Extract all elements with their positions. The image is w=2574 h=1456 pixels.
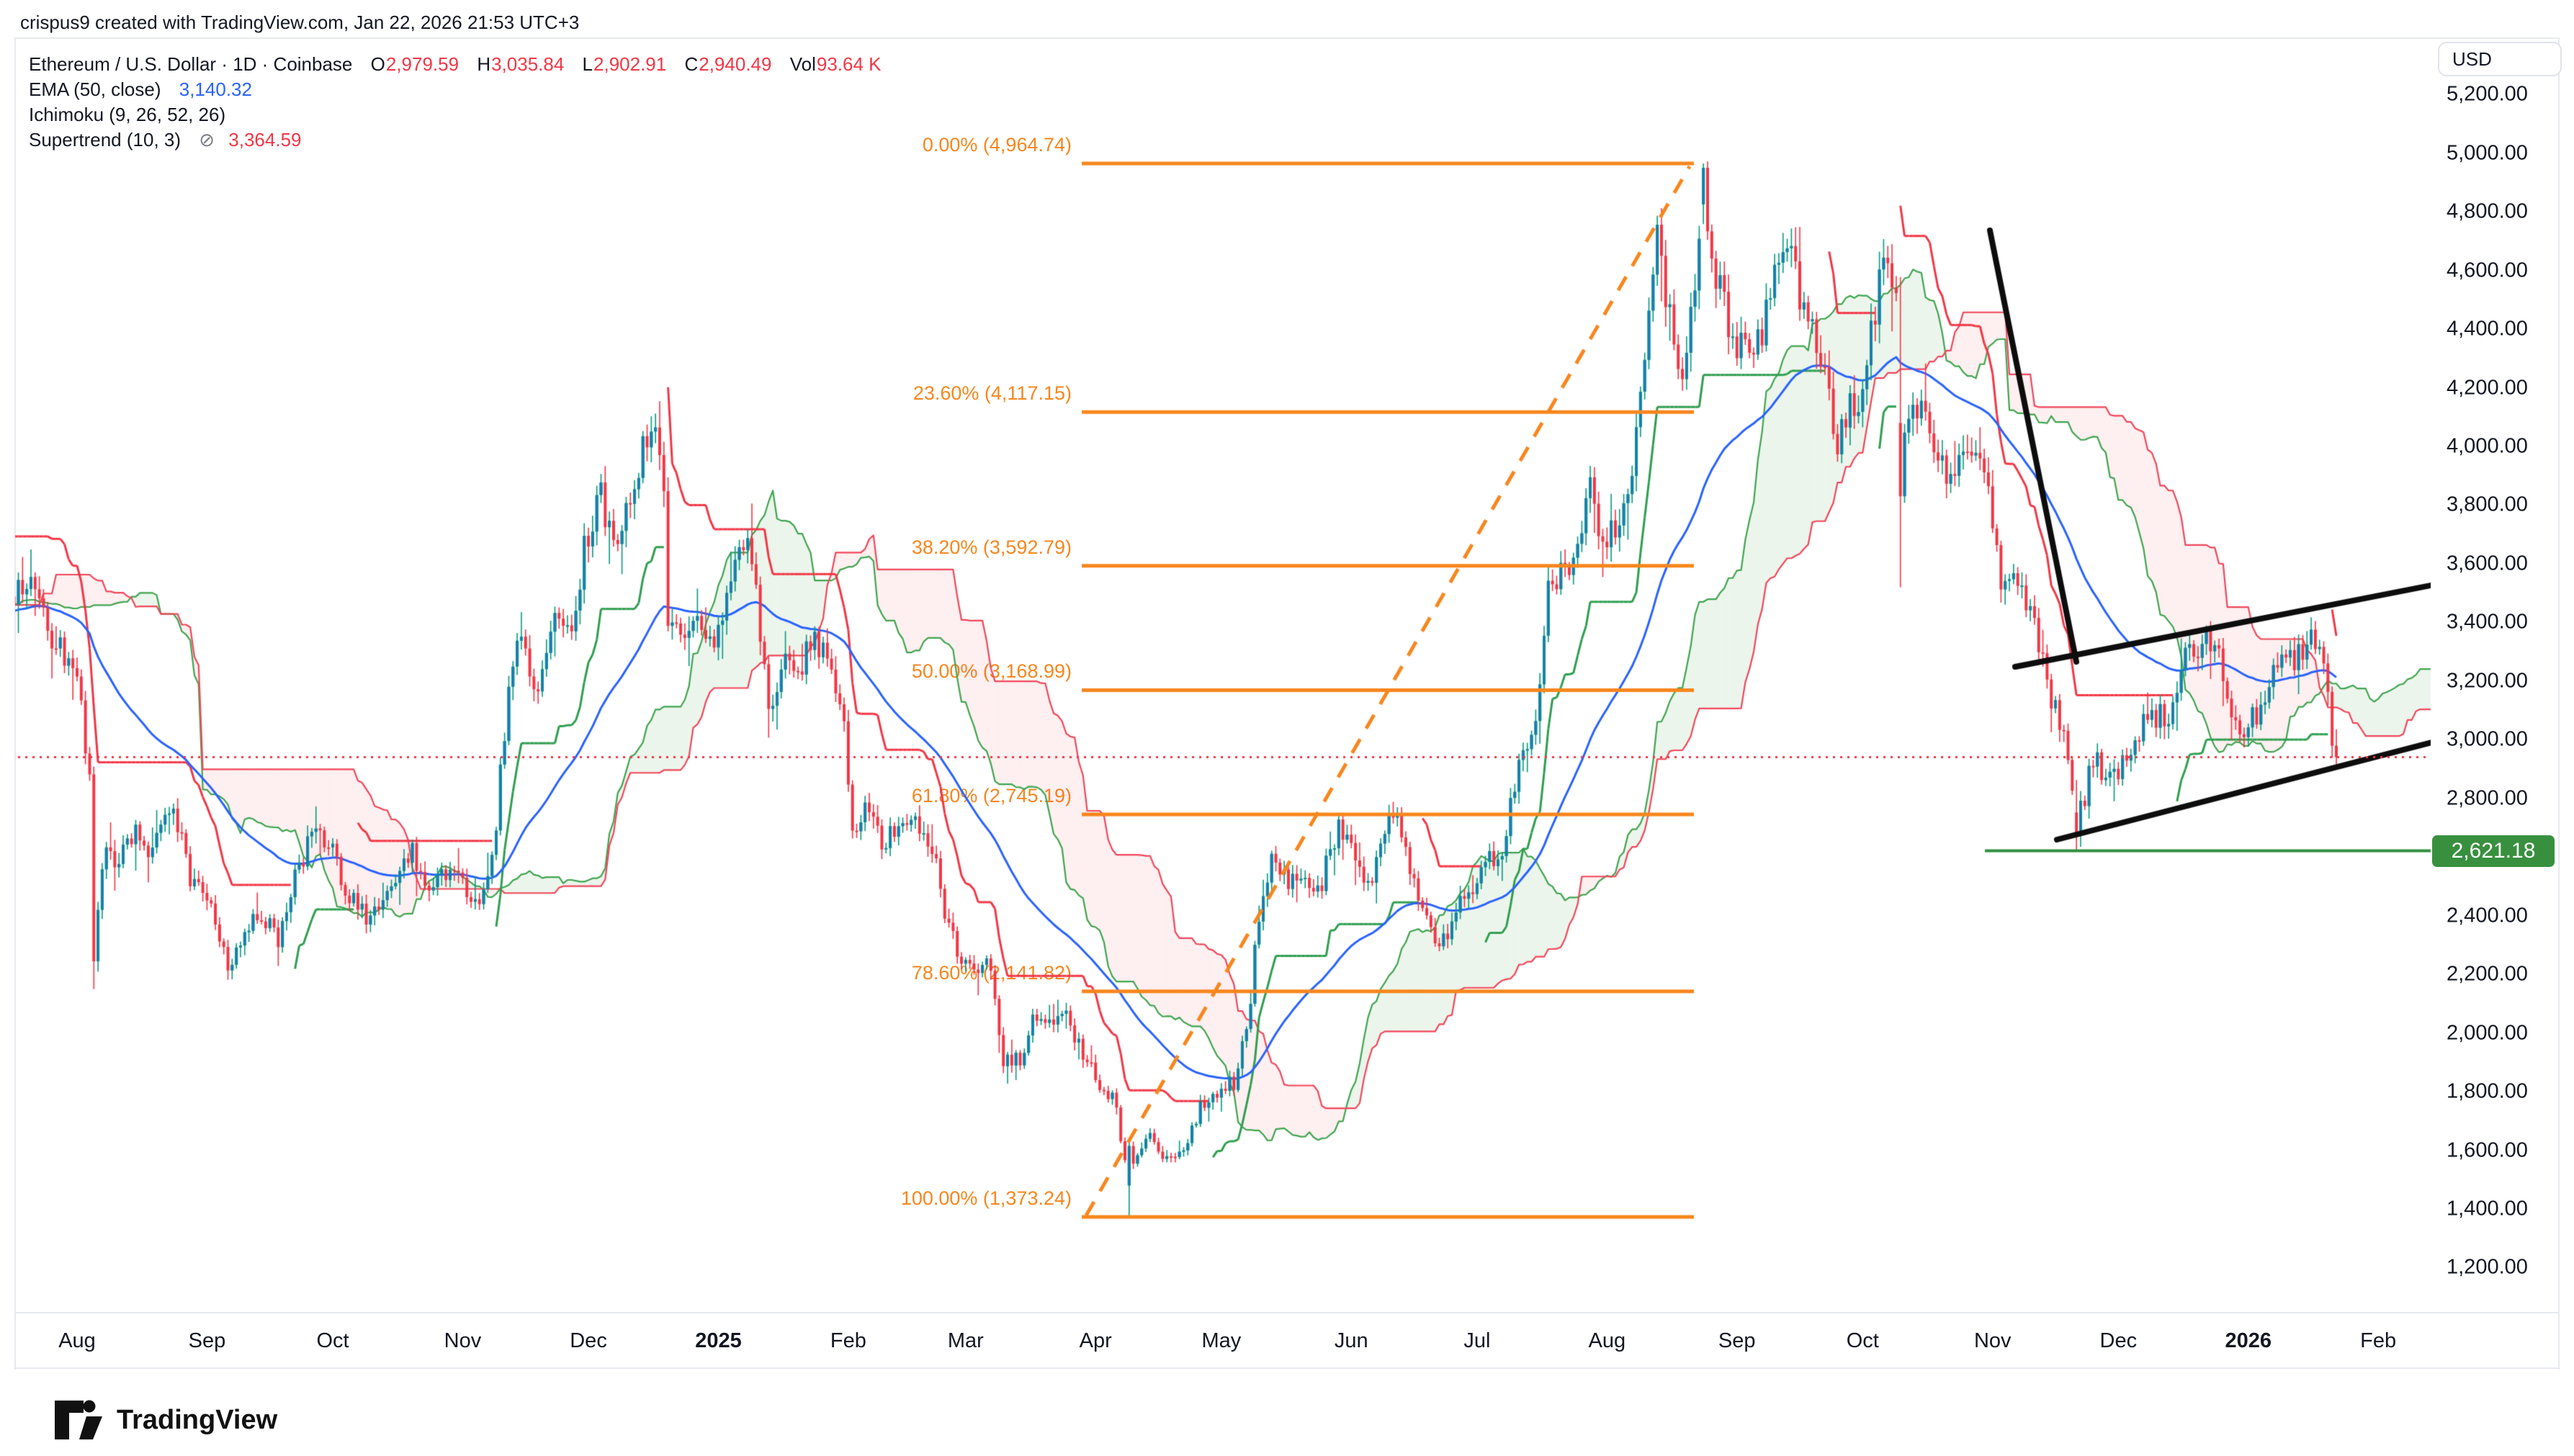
close-value: 2,940.49 [699, 53, 772, 75]
high-value: 3,035.84 [491, 53, 565, 75]
ema-value: 3,140.32 [179, 78, 252, 100]
close-label: C [684, 53, 699, 75]
open-label: O [370, 53, 385, 75]
chart-legend: Ethereum / U.S. Dollar · 1D · Coinbase O… [29, 52, 882, 153]
high-label: H [477, 53, 491, 75]
tradingview-logo[interactable]: TradingView [53, 1398, 277, 1442]
symbol-title: Ethereum / U.S. Dollar · 1D · Coinbase [29, 53, 353, 75]
average-icon: ⊘ [199, 129, 215, 150]
legend-symbol-row[interactable]: Ethereum / U.S. Dollar · 1D · Coinbase O… [29, 52, 882, 77]
volume-label: Vol [789, 53, 816, 75]
tradingview-logo-text: TradingView [117, 1404, 278, 1435]
legend-supertrend-row[interactable]: Supertrend (10, 3) ⊘ 3,364.59 [29, 127, 882, 153]
supertrend-value: 3,364.59 [228, 129, 302, 150]
ichimoku-label: Ichimoku (9, 26, 52, 26) [29, 104, 226, 125]
supertrend-label: Supertrend (10, 3) [29, 129, 181, 150]
currency-toggle-chip[interactable]: USD [2438, 42, 2562, 76]
low-label: L [582, 53, 593, 75]
legend-ichimoku-row[interactable]: Ichimoku (9, 26, 52, 26) [29, 102, 882, 127]
legend-ema-row[interactable]: EMA (50, close) 3,140.32 [29, 77, 882, 102]
tradingview-mark-icon [55, 1400, 102, 1439]
open-value: 2,979.59 [385, 53, 459, 75]
ema-label: EMA (50, close) [29, 78, 161, 100]
low-value: 2,902.91 [593, 53, 667, 75]
volume-value: 93.64 K [816, 53, 882, 75]
support-price-tag: 2,621.18 [2432, 835, 2555, 867]
